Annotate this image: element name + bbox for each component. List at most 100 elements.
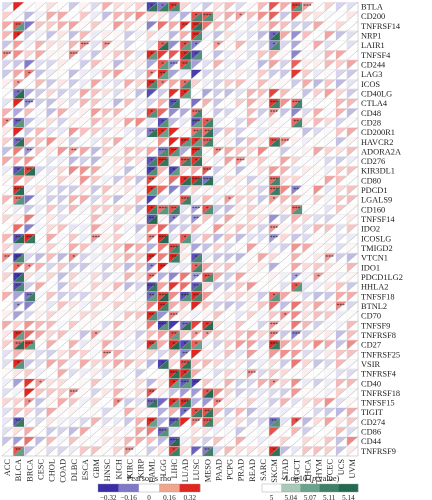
legend-swatch [179, 484, 201, 492]
gene-label: CD160 [361, 205, 385, 214]
cancer-label: MESO [203, 459, 212, 482]
legend-tick: 0 [147, 494, 151, 500]
significance-star: *** [181, 197, 190, 203]
significance-star: ** [171, 3, 177, 9]
significance-star: * [184, 90, 187, 96]
legend-swatch [338, 484, 359, 492]
significance-star: * [206, 206, 209, 212]
significance-star: ** [4, 254, 10, 260]
significance-star: *** [170, 245, 179, 251]
significance-star: *** [25, 100, 34, 106]
significance-star: * [173, 380, 176, 386]
significance-star: *** [159, 322, 168, 328]
significance-star: *** [25, 341, 34, 347]
significance-star: * [228, 197, 231, 203]
legend-tick: 5.07 [304, 494, 317, 500]
significance-star: *** [14, 187, 23, 193]
significance-star: ** [171, 254, 177, 260]
significance-star: ** [216, 148, 222, 154]
significance-star: ** [15, 119, 21, 125]
significance-star: *** [192, 177, 201, 183]
significance-star: ** [294, 187, 300, 193]
significance-star: * [273, 293, 276, 299]
significance-star: * [161, 361, 164, 367]
significance-star: ** [271, 139, 277, 145]
significance-star: * [161, 61, 164, 67]
significance-star: *** [181, 380, 190, 386]
significance-star: * [6, 119, 9, 125]
significance-star: * [28, 399, 31, 405]
cancer-label: PCPG [226, 459, 235, 480]
significance-star: ** [171, 148, 177, 154]
significance-star: *** [203, 419, 212, 425]
cancer-label: READ [248, 459, 257, 482]
p-legend-title: −Log10 (p value) [281, 474, 340, 483]
significance-star: * [17, 168, 20, 174]
significance-star: * [150, 206, 153, 212]
significance-star: *** [192, 110, 201, 116]
significance-star: ** [104, 42, 110, 48]
significance-star: ** [205, 274, 211, 280]
cancer-label: LUAD [181, 459, 190, 482]
significance-star: * [184, 52, 187, 58]
significance-star: * [184, 341, 187, 347]
significance-star: * [161, 119, 164, 125]
significance-star: ** [193, 380, 199, 386]
significance-star: ** [15, 139, 21, 145]
gene-label: TNFSF15 [361, 399, 395, 408]
significance-star: * [195, 332, 198, 338]
significance-star: *** [181, 293, 190, 299]
significance-star: *** [170, 312, 179, 318]
gene-label: TNFSF18 [361, 292, 395, 301]
significance-star: *** [292, 206, 301, 212]
significance-star: *** [3, 52, 12, 58]
significance-star: ** [205, 409, 211, 415]
gene-label: TNFSF14 [361, 215, 395, 224]
significance-star: *** [270, 187, 279, 193]
significance-star: ** [149, 341, 155, 347]
gene-label: CD44 [361, 437, 382, 446]
significance-star: *** [270, 341, 279, 347]
significance-star: *** [170, 370, 179, 376]
gene-label: LAG3 [361, 70, 382, 79]
significance-star: * [184, 81, 187, 87]
gene-label: TNFRSF14 [361, 22, 401, 31]
significance-star: ** [15, 23, 21, 29]
gene-label: KIR3DL1 [361, 167, 395, 176]
significance-star: ** [15, 448, 21, 454]
significance-star: * [195, 42, 198, 48]
cancer-label: LUSC [192, 459, 201, 481]
significance-star: *** [192, 206, 201, 212]
cancer-label: ACC [3, 459, 12, 477]
gene-label: CD276 [361, 157, 385, 166]
significance-star: *** [170, 61, 179, 67]
significance-star: * [161, 81, 164, 87]
gene-label: LGALS9 [361, 196, 392, 205]
gene-label: CD86 [361, 428, 381, 437]
cancer-label: COAD [59, 459, 68, 483]
significance-star: *** [181, 158, 190, 164]
significance-star: * [28, 71, 31, 77]
legend-swatch [281, 484, 301, 492]
significance-star: * [284, 312, 287, 318]
cancer-label: SARC [259, 459, 268, 481]
significance-star: ** [193, 283, 199, 289]
legend-swatch [138, 484, 160, 492]
significance-star: ** [171, 332, 177, 338]
significance-star: ** [27, 148, 33, 154]
significance-star: * [72, 254, 75, 260]
cancer-label: CESC [36, 459, 45, 480]
significance-star: * [317, 274, 320, 280]
significance-star: ** [294, 119, 300, 125]
legend-tick: −0.32 [100, 494, 117, 500]
significance-star: ** [271, 419, 277, 425]
legend-tick: 5.14 [342, 494, 355, 500]
significance-star: *** [292, 3, 301, 9]
significance-star: *** [159, 235, 168, 241]
significance-star: ** [182, 351, 188, 357]
significance-star: * [95, 332, 98, 338]
significance-star: ** [15, 332, 21, 338]
cancer-label: DLBC [70, 459, 79, 482]
gene-label: TNFRSF9 [361, 447, 396, 456]
significance-star: ** [160, 264, 166, 270]
